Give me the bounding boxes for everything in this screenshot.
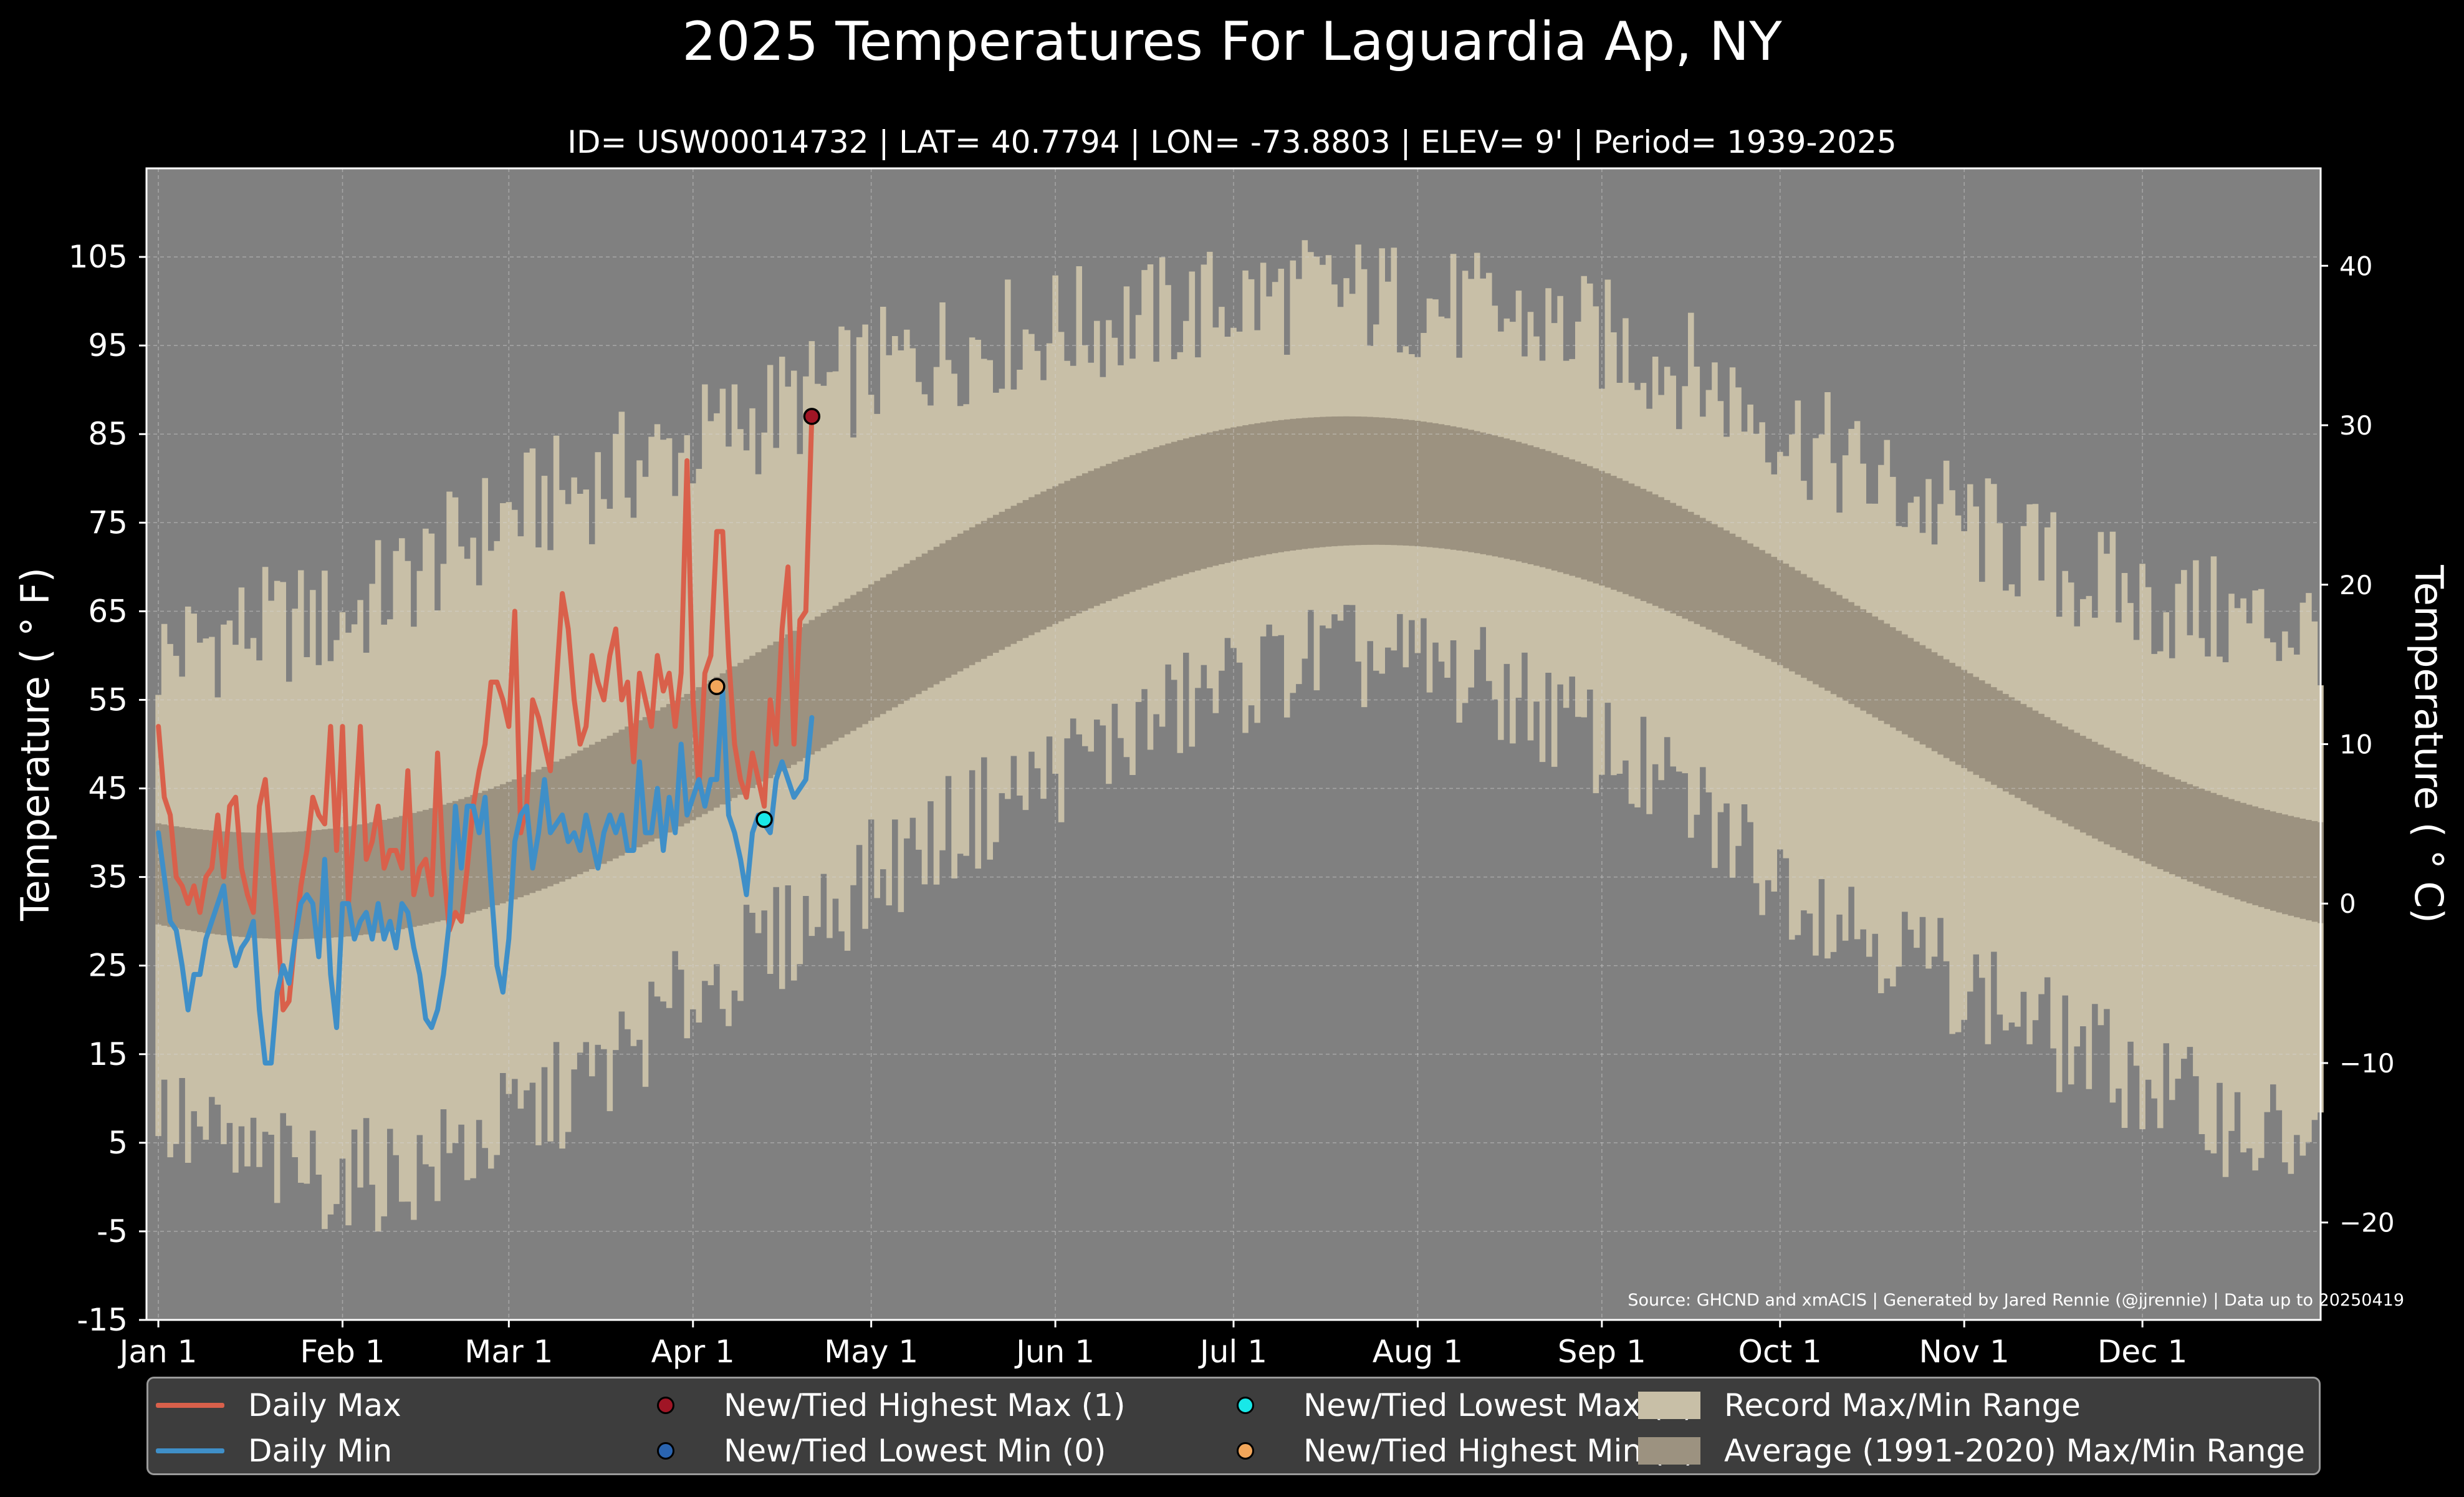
legend-swatch — [1211, 1438, 1280, 1463]
y-tick-label: -5 — [97, 1213, 128, 1249]
x-tick-label: Oct 1 — [1738, 1334, 1822, 1370]
y-tick-label: 25 — [88, 948, 128, 984]
legend-label: New/Tied Highest Max (1) — [724, 1387, 1126, 1423]
average-range-band — [155, 416, 2324, 940]
highest-max-marker — [803, 408, 821, 425]
legend-item-lowest-min: New/Tied Lowest Min (0) — [631, 1430, 1106, 1471]
legend-swatch — [631, 1393, 700, 1418]
y2-tick-label: 20 — [2339, 570, 2372, 600]
y-tick-label: 75 — [88, 504, 128, 541]
x-tick-label: Apr 1 — [651, 1334, 735, 1370]
y-tick-label: 5 — [108, 1125, 128, 1161]
legend-swatch — [1638, 1437, 1700, 1465]
legend-swatch — [156, 1403, 224, 1408]
y-tick-label: 65 — [88, 593, 128, 629]
y2-axis-label: Temperature ( ° C) — [2406, 564, 2452, 923]
x-tick-label: Aug 1 — [1373, 1334, 1463, 1370]
y2-tick-label: 30 — [2339, 410, 2372, 441]
x-tick-label: Jul 1 — [1198, 1334, 1267, 1370]
legend-label: New/Tied Lowest Min (0) — [724, 1433, 1106, 1469]
legend-label: Record Max/Min Range — [1724, 1387, 2081, 1423]
legend-item-average-range: Average (1991-2020) Max/Min Range — [1638, 1430, 2305, 1471]
y-tick-label: 45 — [88, 771, 128, 807]
lowest-max-marker — [755, 811, 773, 829]
y2-tick-label: −10 — [2339, 1048, 2395, 1079]
legend-label: New/Tied Lowest Max (1) — [1303, 1387, 1695, 1423]
y-tick-label: 55 — [88, 681, 128, 718]
legend-label: Average (1991-2020) Max/Min Range — [1724, 1433, 2305, 1469]
chart-title: 2025 Temperatures For Laguardia Ap, NY — [682, 11, 1782, 73]
x-tick-label: Mar 1 — [464, 1334, 553, 1370]
y2-tick-label: 0 — [2339, 888, 2356, 919]
y2-tick-label: 10 — [2339, 729, 2372, 760]
y-tick-label: 95 — [88, 327, 128, 363]
y-axis-label: Temperature ( ° F) — [12, 567, 58, 922]
y-tick-label: -15 — [77, 1302, 128, 1338]
x-tick-label: Nov 1 — [1919, 1334, 2010, 1370]
legend-label: Daily Max — [248, 1387, 401, 1423]
legend-swatch — [1638, 1392, 1700, 1419]
chart-legend: Daily Max Daily Min New/Tied Highest Max… — [146, 1377, 2321, 1475]
legend-item-lowest-max: New/Tied Lowest Max (1) — [1211, 1385, 1695, 1426]
x-tick-label: May 1 — [824, 1334, 918, 1370]
station-subtitle: ID= USW00014732 | LAT= 40.7794 | LON= -7… — [567, 124, 1897, 160]
y2-tick-label: −20 — [2339, 1208, 2395, 1238]
legend-item-daily-max: Daily Max — [156, 1385, 401, 1426]
legend-item-record-range: Record Max/Min Range — [1638, 1385, 2081, 1426]
y-tick-label: 15 — [88, 1036, 128, 1072]
y-tick-label: 85 — [88, 416, 128, 452]
x-tick-label: Feb 1 — [300, 1334, 385, 1370]
y2-tick-label: 40 — [2339, 251, 2372, 281]
legend-swatch — [631, 1438, 700, 1463]
y-tick-label: 105 — [69, 239, 128, 275]
x-tick-label: Dec 1 — [2097, 1334, 2187, 1370]
daily-min-line — [156, 688, 815, 1066]
x-tick-label: Jun 1 — [1014, 1334, 1095, 1370]
legend-item-highest-min: New/Tied Highest Min (1) — [1211, 1430, 1696, 1471]
legend-label: New/Tied Highest Min (1) — [1303, 1433, 1696, 1469]
x-tick-label: Jan 1 — [118, 1334, 198, 1370]
legend-swatch — [1211, 1393, 1280, 1418]
legend-swatch — [156, 1448, 224, 1453]
daily-max-line — [156, 413, 815, 1013]
record-range-band — [155, 240, 2324, 1232]
highest-min-marker — [708, 678, 726, 695]
x-tick-label: Sep 1 — [1558, 1334, 1646, 1370]
legend-item-highest-max: New/Tied Highest Max (1) — [631, 1385, 1126, 1426]
legend-item-daily-min: Daily Min — [156, 1430, 392, 1471]
y-tick-label: 35 — [88, 859, 128, 895]
legend-label: Daily Min — [248, 1433, 393, 1469]
source-note: Source: GHCND and xmACIS | Generated by … — [1627, 1291, 2404, 1310]
